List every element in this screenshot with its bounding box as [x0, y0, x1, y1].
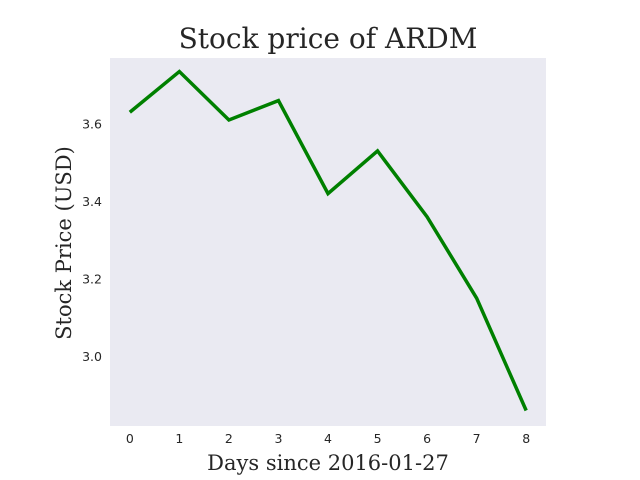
x-tick-label: 1	[175, 431, 183, 446]
y-tick-label: 3.4	[82, 194, 102, 209]
x-tick-label: 0	[126, 431, 134, 446]
y-tick-label: 3.2	[82, 271, 102, 286]
x-axis-ticks: 0 1 2 3 4 5 6 7 8	[126, 431, 530, 446]
x-tick-label: 7	[473, 431, 481, 446]
y-axis-ticks: 3.0 3.2 3.4 3.6	[82, 116, 102, 363]
x-tick-label: 4	[324, 431, 332, 446]
x-tick-label: 2	[225, 431, 233, 446]
y-tick-label: 3.6	[82, 116, 102, 131]
chart-title: Stock price of ARDM	[179, 22, 478, 55]
y-axis-label: Stock Price (USD)	[52, 146, 76, 340]
series-points	[129, 71, 527, 411]
y-tick-label: 3.0	[82, 349, 102, 364]
x-tick-label: 5	[374, 431, 382, 446]
x-tick-label: 6	[423, 431, 431, 446]
x-axis-label: Days since 2016-01-27	[207, 451, 449, 475]
plot-area	[110, 58, 546, 426]
x-tick-label: 8	[522, 431, 530, 446]
x-tick-label: 3	[274, 431, 282, 446]
